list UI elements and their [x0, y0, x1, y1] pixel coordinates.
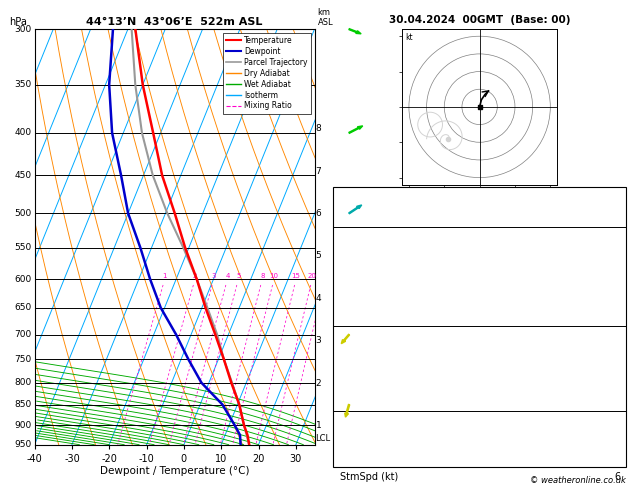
Text: 1: 1 — [162, 273, 167, 279]
Text: 2: 2 — [193, 273, 198, 279]
Text: hPa: hPa — [9, 17, 27, 27]
Text: 550: 550 — [14, 243, 31, 252]
Text: 1: 1 — [316, 421, 321, 430]
Text: 850: 850 — [14, 400, 31, 409]
Text: Hodograph: Hodograph — [449, 412, 510, 422]
Text: 450: 450 — [14, 171, 31, 180]
Text: 20: 20 — [308, 273, 316, 279]
Text: 5: 5 — [237, 273, 241, 279]
Legend: Temperature, Dewpoint, Parcel Trajectory, Dry Adiabat, Wet Adiabat, Isotherm, Mi: Temperature, Dewpoint, Parcel Trajectory… — [223, 33, 311, 114]
Text: 750: 750 — [14, 355, 31, 364]
Text: 650: 650 — [14, 303, 31, 312]
Text: 900: 900 — [14, 421, 31, 430]
Text: 238°: 238° — [598, 457, 621, 467]
Text: LCL: LCL — [316, 434, 331, 443]
Text: Totals Totals: Totals Totals — [340, 204, 399, 214]
Text: -1: -1 — [611, 289, 621, 298]
Text: 6: 6 — [316, 209, 321, 218]
Text: 17.5: 17.5 — [599, 243, 621, 253]
Text: 4: 4 — [225, 273, 230, 279]
Text: 7: 7 — [316, 167, 321, 175]
Text: 441: 441 — [603, 319, 621, 329]
Text: Lifted Index: Lifted Index — [340, 289, 397, 298]
Text: 327: 327 — [602, 274, 621, 283]
X-axis label: Dewpoint / Temperature (°C): Dewpoint / Temperature (°C) — [100, 467, 249, 476]
Text: 4: 4 — [316, 294, 321, 303]
Text: Mixing Ratio (g/kg): Mixing Ratio (g/kg) — [338, 197, 347, 277]
Text: PW (cm): PW (cm) — [340, 219, 381, 229]
Text: 2: 2 — [316, 379, 321, 388]
Text: 53: 53 — [608, 204, 621, 214]
Text: 800: 800 — [14, 378, 31, 387]
Text: 3: 3 — [316, 336, 321, 345]
Text: 332: 332 — [603, 358, 621, 368]
Text: 500: 500 — [14, 209, 31, 218]
Title: 44°13’N  43°06’E  522m ASL: 44°13’N 43°06’E 522m ASL — [86, 17, 263, 27]
Text: 850: 850 — [603, 343, 621, 353]
Text: 30.04.2024  00GMT  (Base: 00): 30.04.2024 00GMT (Base: 00) — [389, 15, 571, 25]
Text: 104: 104 — [603, 403, 621, 413]
Text: 6: 6 — [615, 472, 621, 482]
Text: 300: 300 — [14, 25, 31, 34]
Text: -4: -4 — [611, 373, 621, 383]
Text: 3: 3 — [211, 273, 216, 279]
Text: Pressure (mb): Pressure (mb) — [340, 343, 408, 353]
Text: θₑ(K): θₑ(K) — [340, 274, 367, 283]
Text: 950: 950 — [14, 440, 31, 449]
Text: Lifted Index: Lifted Index — [340, 373, 397, 383]
Text: kt: kt — [405, 33, 413, 42]
Text: θₑ (K): θₑ (K) — [340, 358, 371, 368]
Text: 2.54: 2.54 — [599, 219, 621, 229]
Text: 825: 825 — [602, 388, 621, 398]
Text: 10: 10 — [609, 427, 621, 437]
Text: StmSpd (kt): StmSpd (kt) — [340, 472, 398, 482]
Text: 10: 10 — [270, 273, 279, 279]
Text: 400: 400 — [14, 128, 31, 138]
Text: 8: 8 — [316, 124, 321, 133]
Text: CIN (J): CIN (J) — [340, 403, 370, 413]
Text: CAPE (J): CAPE (J) — [340, 388, 379, 398]
Text: EH: EH — [340, 427, 353, 437]
Text: CAPE (J): CAPE (J) — [340, 304, 379, 313]
Text: 15.2: 15.2 — [599, 259, 621, 268]
Text: 15: 15 — [292, 273, 301, 279]
Text: 700: 700 — [14, 330, 31, 339]
Text: Most Unstable: Most Unstable — [440, 328, 519, 338]
Text: Temp (°C): Temp (°C) — [340, 243, 388, 253]
Text: StmDir: StmDir — [340, 457, 374, 467]
Text: 289: 289 — [603, 304, 621, 313]
Text: km
ASL: km ASL — [318, 8, 333, 27]
Text: 30: 30 — [609, 189, 621, 199]
Text: CIN (J): CIN (J) — [340, 319, 370, 329]
Text: 350: 350 — [14, 80, 31, 89]
Text: 8: 8 — [260, 273, 265, 279]
Text: © weatheronline.co.uk: © weatheronline.co.uk — [530, 476, 626, 485]
Text: 5: 5 — [316, 251, 321, 260]
Text: 600: 600 — [14, 275, 31, 283]
Text: Dewp (°C): Dewp (°C) — [340, 259, 390, 268]
Text: Surface: Surface — [459, 228, 501, 238]
Text: SREH: SREH — [340, 442, 366, 452]
Text: 18: 18 — [609, 442, 621, 452]
Text: K: K — [340, 189, 346, 199]
